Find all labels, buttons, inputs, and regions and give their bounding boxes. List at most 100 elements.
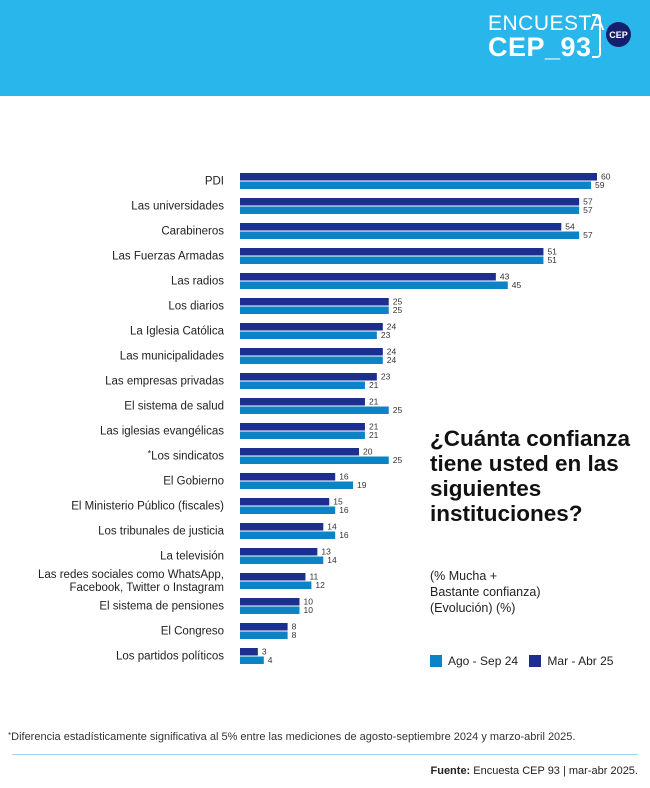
value-label: 54	[565, 222, 575, 232]
category-label: Las universidades	[131, 201, 224, 213]
cep-badge-icon: CEP	[606, 22, 631, 47]
value-label: 21	[369, 430, 379, 440]
legend-item-ago-sep-24: Ago - Sep 24	[430, 654, 518, 668]
category-label: El Gobierno	[163, 476, 224, 488]
category-label: Las iglesias evangélicas	[100, 426, 224, 438]
category-label: Las redes sociales como WhatsApp,	[38, 569, 224, 581]
bar-ago-sep-24	[240, 281, 508, 289]
significance-marker: *	[148, 449, 152, 459]
value-label: 14	[327, 522, 337, 532]
chart-title: ¿Cuánta confianza tiene usted en las sig…	[430, 426, 631, 526]
bar-mar-abr-25	[240, 373, 377, 381]
footnote-text: Diferencia estadísticamente significativ…	[11, 731, 576, 743]
category-label: Las municipalidades	[120, 351, 224, 363]
source-note: Fuente: Encuesta CEP 93 | mar-abr 2025.	[431, 765, 639, 777]
bar-mar-abr-25	[240, 498, 330, 506]
bar-ago-sep-24	[240, 581, 312, 589]
legend-item-mar-abr-25: Mar - Abr 25	[529, 654, 613, 668]
bar-ago-sep-24	[240, 431, 365, 439]
bar-mar-abr-25	[240, 523, 324, 531]
bar-mar-abr-25	[240, 273, 496, 281]
value-label: 59	[595, 180, 605, 190]
logo-line2: CEP_93	[488, 32, 592, 62]
logo-bracket	[592, 14, 601, 58]
value-label: 21	[369, 422, 379, 432]
bar-mar-abr-25	[240, 648, 258, 656]
value-label: 60	[601, 172, 611, 182]
bar-mar-abr-25	[240, 548, 318, 556]
value-label: 16	[339, 505, 349, 515]
category-label: El sistema de salud	[124, 401, 224, 413]
source-text: Encuesta CEP 93 | mar-abr 2025.	[473, 765, 638, 777]
bar-mar-abr-25	[240, 198, 580, 206]
bar-mar-abr-25	[240, 173, 597, 181]
bar-ago-sep-24	[240, 256, 544, 264]
value-label: 16	[339, 472, 349, 482]
category-label: Las empresas privadas	[105, 376, 224, 388]
category-label: PDI	[205, 176, 224, 188]
bar-ago-sep-24	[240, 456, 389, 464]
bar-ago-sep-24	[240, 356, 383, 364]
bar-ago-sep-24	[240, 506, 336, 514]
bar-ago-sep-24	[240, 306, 389, 314]
bar-mar-abr-25	[240, 398, 365, 406]
value-label: 24	[387, 322, 397, 332]
value-label: 25	[393, 455, 403, 465]
category-label: El sistema de pensiones	[99, 601, 224, 613]
chart-legend: Ago - Sep 24 Mar - Abr 25	[430, 654, 621, 670]
footnote-marker: *	[8, 731, 12, 740]
bar-mar-abr-25	[240, 573, 306, 581]
value-label: 51	[547, 255, 557, 265]
bar-mar-abr-25	[240, 448, 359, 456]
value-label: 3	[262, 647, 267, 657]
header-banner: ENCUESTA CEP_93 CEP	[0, 0, 650, 96]
value-label: 57	[583, 230, 593, 240]
value-label: 57	[583, 205, 593, 215]
bar-mar-abr-25	[240, 598, 300, 606]
value-label: 25	[393, 305, 403, 315]
bar-ago-sep-24	[240, 531, 336, 539]
bar-ago-sep-24	[240, 631, 288, 639]
bar-ago-sep-24	[240, 606, 300, 614]
bar-ago-sep-24	[240, 656, 264, 664]
bar-mar-abr-25	[240, 423, 365, 431]
value-label: 24	[387, 347, 397, 357]
value-label: 10	[304, 597, 314, 607]
value-label: 45	[512, 280, 522, 290]
value-label: 15	[333, 497, 343, 507]
value-label: 20	[363, 447, 373, 457]
value-label: 51	[547, 247, 557, 257]
bar-ago-sep-24	[240, 231, 580, 239]
bar-ago-sep-24	[240, 556, 324, 564]
bar-mar-abr-25	[240, 223, 562, 231]
value-label: 23	[381, 330, 391, 340]
footnote: *Diferencia estadísticamente significati…	[8, 731, 648, 743]
value-label: 21	[369, 397, 379, 407]
legend-swatch-light	[430, 655, 442, 667]
category-label: Los diarios	[168, 301, 224, 313]
value-label: 43	[500, 272, 510, 282]
category-label: La televisión	[160, 551, 224, 563]
value-label: 14	[327, 555, 337, 565]
subtitle-line3: (Evolución) (%)	[430, 601, 516, 615]
bar-ago-sep-24	[240, 181, 592, 189]
divider	[12, 754, 638, 755]
value-label: 12	[315, 580, 325, 590]
legend-swatch-dark	[529, 655, 542, 667]
value-label: 13	[321, 547, 331, 557]
legend-label: Mar - Abr 25	[547, 654, 614, 668]
logo-line1: ENCUESTA	[488, 12, 605, 35]
category-label: Los partidos políticos	[116, 651, 224, 663]
chart-subtitle: (% Mucha + Bastante confianza) (Evolució…	[430, 568, 640, 616]
value-label: 16	[339, 530, 349, 540]
value-label: 57	[583, 197, 593, 207]
category-label-text: Los sindicatos	[151, 451, 224, 463]
category-label: Las radios	[171, 276, 224, 288]
category-label: Facebook, Twitter o Instagram	[70, 582, 224, 594]
subtitle-line2: Bastante confianza)	[430, 585, 541, 599]
value-label: 24	[387, 355, 397, 365]
category-label: Carabineros	[161, 226, 224, 238]
value-label: 11	[309, 572, 318, 582]
bar-mar-abr-25	[240, 348, 383, 356]
